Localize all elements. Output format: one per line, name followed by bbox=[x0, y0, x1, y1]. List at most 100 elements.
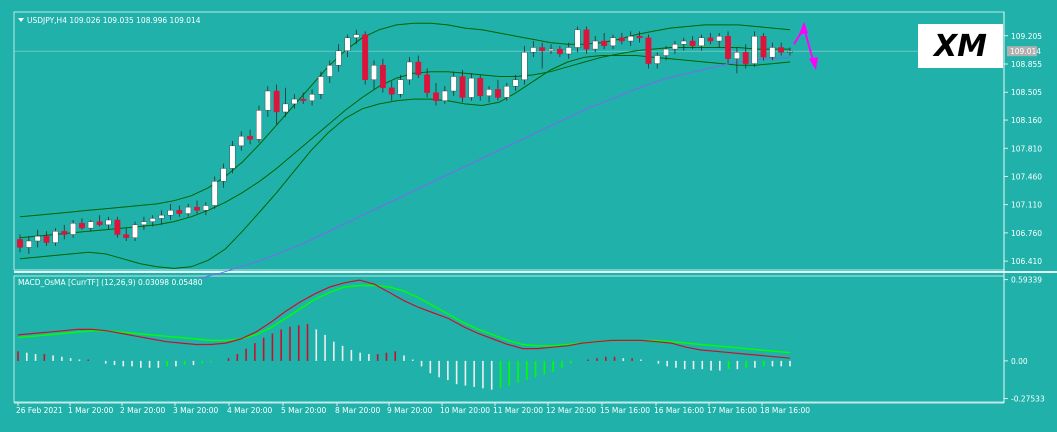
x-tick-label: 4 Mar 20:00 bbox=[227, 406, 273, 415]
bollinger-middle-line bbox=[19, 47, 790, 239]
candle-bull bbox=[521, 52, 528, 80]
symbol-header: USDJPY,H4 109.026 109.035 108.996 109.01… bbox=[27, 16, 201, 25]
candle-bear bbox=[725, 35, 731, 59]
price-tick-label: 107.810 bbox=[1011, 144, 1042, 153]
x-tick-label: 2 Mar 20:00 bbox=[120, 406, 166, 415]
candle-bull bbox=[353, 34, 360, 39]
candle-bear bbox=[17, 239, 23, 248]
candle-bull bbox=[574, 29, 581, 48]
candle-bull bbox=[371, 65, 377, 80]
candle-bear bbox=[601, 40, 608, 47]
candle-bull bbox=[52, 231, 59, 243]
candle-bull bbox=[140, 221, 147, 226]
x-tick-label: 9 Mar 20:00 bbox=[387, 406, 433, 415]
candle-bull bbox=[751, 35, 758, 64]
candle-bear bbox=[43, 235, 50, 243]
candle-bull bbox=[548, 48, 554, 51]
price-tick-label: 107.460 bbox=[1011, 172, 1042, 181]
candle-bear bbox=[583, 29, 590, 50]
candle-bear bbox=[556, 48, 563, 55]
candle-bear bbox=[778, 47, 785, 53]
candle-bull bbox=[34, 235, 41, 242]
candle-bear bbox=[114, 219, 121, 235]
candle-bear bbox=[494, 89, 501, 98]
candle-bull bbox=[264, 90, 271, 111]
candle-bear bbox=[176, 210, 183, 214]
candle-bull bbox=[680, 40, 687, 45]
candle-bear bbox=[689, 40, 696, 47]
price-tick-label: 109.205 bbox=[1011, 32, 1042, 41]
candle-bear bbox=[61, 231, 68, 235]
candle-bear bbox=[388, 87, 395, 95]
candle-bull bbox=[70, 223, 77, 235]
price-tick-label: 108.160 bbox=[1011, 116, 1042, 125]
candle-bear bbox=[477, 77, 484, 97]
price-tick-label: 108.505 bbox=[1011, 88, 1042, 97]
forecast-arrow-down-head bbox=[809, 57, 818, 71]
candle-bull bbox=[167, 210, 174, 216]
candle-bear bbox=[247, 135, 254, 140]
candle-bull bbox=[87, 221, 94, 229]
candle-bull bbox=[335, 50, 342, 66]
candle-bear bbox=[707, 37, 714, 42]
candle-bull bbox=[468, 77, 475, 98]
candle-bull bbox=[716, 35, 723, 42]
candle-bull bbox=[503, 85, 510, 98]
candle-bull bbox=[406, 61, 413, 80]
macd-tick-label: -0.27533 bbox=[1011, 395, 1045, 404]
candle-bear bbox=[273, 90, 280, 113]
x-tick-label: 5 Mar 20:00 bbox=[281, 406, 327, 415]
price-pane-border bbox=[13, 11, 1005, 271]
candle-bear bbox=[415, 61, 422, 76]
candle-bull bbox=[698, 37, 705, 47]
candle-bull bbox=[565, 47, 572, 55]
price-tick-label: 106.410 bbox=[1011, 257, 1042, 266]
xm-logo: XM bbox=[918, 24, 1003, 68]
forecast-arrow-up-head bbox=[799, 21, 808, 35]
price-tick-label: 106.760 bbox=[1011, 229, 1042, 238]
candle-bear bbox=[300, 98, 307, 101]
x-tick-label: 3 Mar 20:00 bbox=[173, 406, 219, 415]
candle-bull bbox=[256, 110, 262, 140]
candle-bull bbox=[282, 103, 289, 113]
candle-bull bbox=[530, 47, 537, 53]
menu-triangle-icon bbox=[18, 18, 24, 22]
candle-bull bbox=[663, 48, 670, 56]
candle-bull bbox=[592, 40, 599, 50]
candle-bull bbox=[149, 218, 156, 222]
indicator-header: MACD_OsMA [CurrTF] (12,26,9) 0.03098 0.0… bbox=[18, 278, 203, 287]
candle-bear bbox=[433, 92, 439, 101]
x-tick-label: 1 Mar 20:00 bbox=[68, 406, 114, 415]
candle-bear bbox=[379, 65, 386, 88]
x-tick-label: 17 Mar 16:00 bbox=[707, 406, 757, 415]
candle-bear bbox=[760, 35, 767, 58]
x-tick-label: 8 Mar 20:00 bbox=[335, 406, 381, 415]
candle-bear bbox=[362, 34, 369, 80]
x-tick-label: 26 Feb 2021 bbox=[16, 406, 63, 415]
x-tick-label: 12 Mar 20:00 bbox=[546, 406, 596, 415]
candle-bull bbox=[105, 219, 112, 226]
bollinger-upper-line bbox=[19, 22, 791, 218]
candle-bull bbox=[512, 79, 519, 87]
candle-bull bbox=[654, 55, 661, 64]
x-tick-label: 10 Mar 20:00 bbox=[440, 406, 490, 415]
candle-bear bbox=[618, 37, 625, 42]
candle-bear bbox=[79, 223, 85, 229]
macd-tick-label: 0.00 bbox=[1011, 357, 1028, 366]
candle-bull bbox=[132, 224, 139, 238]
x-tick-label: 15 Mar 16:00 bbox=[600, 406, 650, 415]
candle-bull bbox=[344, 37, 351, 51]
bollinger-lower-line bbox=[19, 55, 791, 269]
candle-bear bbox=[742, 52, 749, 64]
candle-bull bbox=[326, 65, 333, 77]
x-tick-label: 11 Mar 20:00 bbox=[493, 406, 543, 415]
candle-bull bbox=[787, 50, 793, 53]
x-tick-label: 18 Mar 16:00 bbox=[760, 406, 810, 415]
candle-bull bbox=[610, 37, 616, 47]
candle-bull bbox=[25, 240, 32, 248]
candle-bull bbox=[309, 94, 316, 101]
candle-bear bbox=[96, 221, 103, 226]
candle-bear bbox=[123, 234, 130, 238]
price-tick-label: 107.110 bbox=[1011, 201, 1042, 210]
